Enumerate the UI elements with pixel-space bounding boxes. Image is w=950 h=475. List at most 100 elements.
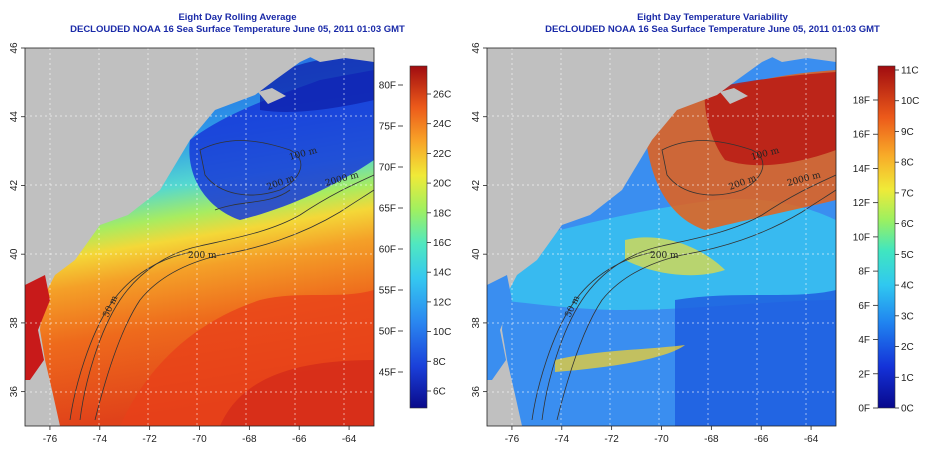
colorbar-fahrenheit-ticks: 0F 2F 4F 6F 8F 10F 12F 14F 16F 18F [853, 96, 878, 415]
graticule [487, 48, 836, 426]
lat-tick-label: 46 [471, 42, 482, 54]
panel-subtitle: DECLOUDED NOAA 16 Sea Surface Temperatur… [545, 24, 880, 35]
colorbar-tick-label: 2F [858, 369, 870, 380]
lat-tick-label: 46 [9, 42, 20, 54]
colorbar-tick-label: 60F [379, 245, 396, 256]
colorbar-tick-label: 6F [858, 301, 870, 312]
colorbar-fahrenheit-ticks: 45F 50F 55F 60F 65F 70F 75F 80F [379, 81, 403, 379]
lon-tick-label: -74 [555, 434, 570, 445]
sst-variability-map: 200 m 2000 m 50 m 200 m 100 m -76 -74 -72-… [471, 42, 919, 445]
lat-tick-label: 40 [471, 248, 482, 260]
colorbar-tick-label: 9C [901, 127, 914, 138]
sst-average-map: 200 m 2000 m 50 m 200 m 100 m -76 -74 -72-… [9, 42, 451, 445]
panel-average: Eight Day Rolling Average DECLOUDED NOAA… [9, 12, 451, 445]
colorbar-tick-label: 75F [379, 122, 396, 133]
colorbar [409, 65, 428, 409]
estuary [25, 275, 50, 380]
lat-tick-label: 44 [471, 111, 482, 123]
estuary [487, 275, 512, 380]
colorbar-tick-label: 0F [858, 404, 870, 415]
colorbar-tick-label: 55F [379, 286, 396, 297]
lat-tick-label: 42 [9, 179, 20, 191]
graticule [25, 48, 374, 426]
bathymetry-contours [69, 140, 374, 421]
lat-tick-label: 44 [9, 111, 20, 123]
land-mass [25, 48, 330, 426]
bathymetry-contours [531, 140, 836, 421]
lon-tick-label: -76 [43, 434, 58, 445]
colorbar-tick-label: 14F [853, 164, 870, 175]
contour-label: 200 m [650, 251, 679, 261]
colorbar-tick-label: 20C [433, 179, 451, 190]
lon-tick-label: -72 [142, 434, 157, 445]
colorbar-tick-label: 10F [853, 232, 870, 243]
longitude-ticks: -76 -74 -72 -70 -68 -66 -64 [505, 426, 819, 445]
colorbar-tick-label: 70F [379, 163, 396, 174]
lat-tick-label: 38 [9, 317, 20, 329]
colorbar-celsius-ticks: 6C 8C 10C 12C 14C 16C 18C 20C 22C 24C 26C [427, 90, 451, 398]
lat-tick-label: 40 [9, 248, 20, 260]
low-variability [675, 290, 836, 426]
land-mass-north [292, 48, 374, 62]
colorbar-tick-label: 24C [433, 119, 451, 130]
island [258, 88, 286, 104]
latitude-ticks: 36 38 40 42 44 46 [471, 42, 487, 397]
land-mass-north [754, 48, 836, 62]
colorbar-tick-label: 12F [853, 198, 870, 209]
colorbar-tick-label: 8C [901, 158, 914, 169]
colorbar-tick-label: 10C [433, 327, 451, 338]
colorbar-tick-label: 6C [433, 387, 446, 398]
latitude-ticks: 36 38 40 42 44 46 [9, 42, 25, 397]
colorbar [877, 65, 896, 409]
colorbar-tick-label: 11C [901, 66, 919, 77]
colorbar-tick-label: 26C [433, 90, 451, 101]
colorbar-tick-label: 18F [853, 96, 870, 107]
panel-title: Eight Day Rolling Average [178, 12, 297, 23]
lon-tick-label: -72 [604, 434, 619, 445]
colorbar-tick-label: 65F [379, 204, 396, 215]
colorbar-tick-label: 8F [858, 267, 870, 278]
colorbar-tick-label: 1C [901, 373, 914, 384]
island [720, 88, 748, 104]
colorbar-tick-label: 4C [901, 281, 914, 292]
colorbar-tick-label: 8C [433, 357, 446, 368]
lon-tick-label: -64 [342, 434, 357, 445]
panel-title: Eight Day Temperature Variability [637, 12, 788, 23]
panel-subtitle: DECLOUDED NOAA 16 Sea Surface Temperatur… [70, 24, 405, 35]
colorbar-tick-label: 16F [853, 130, 870, 141]
colorbar-tick-label: 3C [901, 311, 914, 322]
colorbar-tick-label: 10C [901, 96, 919, 107]
lon-tick-label: -70 [192, 434, 207, 445]
colorbar-tick-label: 5C [901, 250, 914, 261]
shelf-front [625, 237, 725, 276]
colorbar-tick-label: 22C [433, 149, 451, 160]
lat-tick-label: 38 [471, 317, 482, 329]
colorbar-tick-label: 50F [379, 327, 396, 338]
lat-tick-label: 42 [471, 179, 482, 191]
colorbar-tick-label: 0C [901, 404, 914, 415]
colorbar-tick-label: 80F [379, 81, 396, 92]
lon-tick-label: -68 [242, 434, 257, 445]
colorbar-tick-label: 6C [901, 219, 914, 230]
longitude-ticks: -76 -74 -72 -70 -68 -66 -64 [43, 426, 357, 445]
colorbar-tick-label: 45F [379, 368, 396, 379]
colorbar-tick-label: 7C [901, 188, 914, 199]
colorbar-tick-label: 12C [433, 297, 451, 308]
lat-tick-label: 36 [9, 386, 20, 398]
lon-tick-label: -74 [93, 434, 108, 445]
colorbar-tick-label: 16C [433, 238, 451, 249]
colorbar-tick-label: 2C [901, 342, 914, 353]
land-mass [487, 48, 792, 426]
contour-label: 200 m [188, 251, 217, 261]
colorbar-tick-label: 4F [858, 335, 870, 346]
panel-variability: Eight Day Temperature Variability DECLOU… [471, 0, 950, 475]
lon-tick-label: -70 [654, 434, 669, 445]
colorbar-tick-label: 14C [433, 268, 451, 279]
colorbar-celsius-ticks: 0C 1C 2C 3C 4C 5C 6C 7C 8C 9C 10C 11C [895, 66, 919, 415]
lon-tick-label: -64 [804, 434, 819, 445]
colorbar-tick-label: 18C [433, 208, 451, 219]
lon-tick-label: -68 [704, 434, 719, 445]
lon-tick-label: -66 [292, 434, 307, 445]
warm-core [220, 360, 374, 426]
warm-filament [555, 345, 685, 372]
